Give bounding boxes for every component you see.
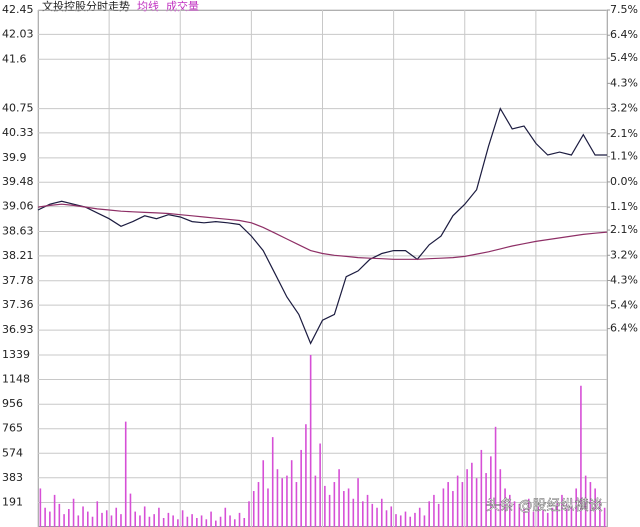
price-line (37, 203, 608, 260)
legend-entry: 均线 (137, 0, 159, 13)
y-tick-label: 765 (2, 422, 23, 435)
y-tick-label: 191 (2, 495, 23, 508)
y-tick-label: 39.9 (2, 151, 27, 164)
legend-entry: 成交量 (166, 0, 199, 13)
y-tick-label: 37.36 (2, 298, 34, 311)
y-tick-label: 40.33 (2, 126, 34, 139)
y2-tick-label: 6.4% (610, 28, 638, 41)
y2-tick-label: 2.1% (610, 223, 638, 236)
y2-tick-label: 4.3% (610, 76, 638, 89)
y2-tick-label: 2.1% (610, 127, 638, 140)
y2-tick-label: 1.1% (610, 200, 638, 213)
y2-tick-label: 1.1% (610, 150, 638, 163)
y-tick-label: 41.6 (2, 52, 27, 65)
y2-tick-label: 0.0% (610, 175, 638, 188)
y2-tick-label: 4.3% (610, 273, 638, 286)
y-tick-label: 574 (2, 446, 23, 459)
y-tick-label: 40.75 (2, 102, 34, 115)
y-tick-label: 36.93 (2, 323, 34, 336)
y2-tick-label: 5.4% (610, 51, 638, 64)
y2-tick-label: 7.5% (610, 3, 638, 16)
y2-tick-label: 6.4% (610, 322, 638, 335)
y-tick-label: 42.03 (2, 27, 34, 40)
y2-tick-label: 3.2% (610, 102, 638, 115)
y-tick-label: 1339 (2, 348, 30, 361)
y-tick-label: 38.21 (2, 249, 34, 262)
y-tick-label: 1148 (2, 373, 30, 386)
y-tick-label: 38.63 (2, 224, 34, 237)
y-tick-label: 37.78 (2, 274, 34, 287)
y-tick-label: 42.45 (2, 3, 34, 16)
watermark: 头条 @股经纵横谈 (486, 497, 602, 514)
y-tick-label: 39.06 (2, 200, 34, 213)
y-tick-label: 39.48 (2, 175, 34, 188)
y-tick-label: 956 (2, 397, 23, 410)
y-tick-label: 383 (2, 471, 23, 484)
chart-title: 文投控股分时走势 (42, 0, 130, 13)
y2-tick-label: 3.2% (610, 248, 638, 261)
y2-tick-label: 5.4% (610, 299, 638, 312)
price-line (37, 107, 607, 345)
